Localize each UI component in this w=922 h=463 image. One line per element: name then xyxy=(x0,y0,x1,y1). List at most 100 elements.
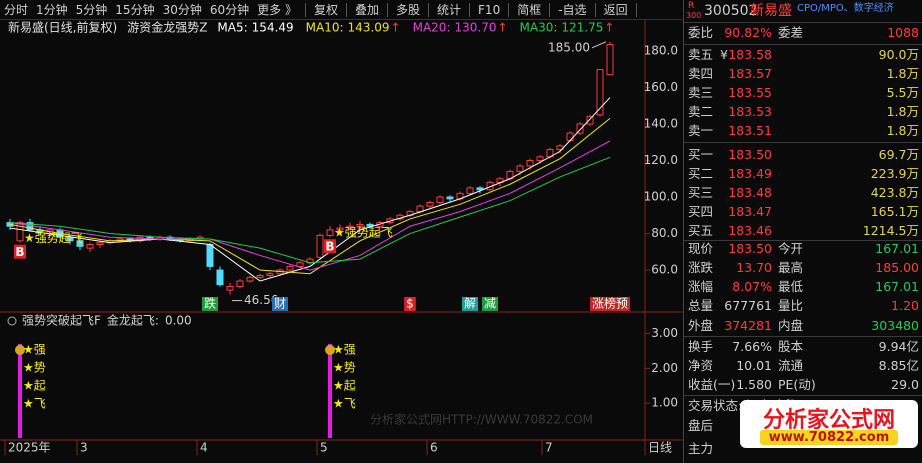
candle-body xyxy=(586,116,594,125)
x-tick-label: 4 xyxy=(200,441,208,455)
quote-cell: 量比 xyxy=(778,298,804,313)
toolbar-button[interactable]: 简框 xyxy=(517,3,542,17)
quote-cell: 183.46 xyxy=(728,223,772,238)
quote-cell: 183.51 xyxy=(728,123,772,138)
quote-cell: 内盘 xyxy=(778,318,804,333)
candle-body xyxy=(536,156,544,162)
quote-cell: 外盘 xyxy=(688,318,714,333)
candle-body xyxy=(206,243,214,267)
indicator-header: 金龙起飞: xyxy=(107,313,159,328)
chart-header: MA30: xyxy=(520,21,558,35)
signal-label: B xyxy=(325,240,334,254)
quote-cell: 183.53 xyxy=(728,104,772,119)
toolbar-button[interactable]: 15分钟 xyxy=(115,3,155,17)
ma-line xyxy=(9,156,611,264)
toolbar-button[interactable]: 1分钟 xyxy=(36,3,68,17)
quote-cell: PE(动) xyxy=(778,377,816,392)
logo: 分析家公式网 www.70822.com xyxy=(740,400,918,448)
signal-word: ★强 xyxy=(333,342,356,356)
y-tick-label: 160.0 xyxy=(644,80,678,94)
quote-cell: 90.82% xyxy=(724,25,772,40)
quote-cell: 10.01 xyxy=(736,358,772,373)
toolbar-button[interactable]: 返回 xyxy=(603,3,628,17)
candle-body xyxy=(356,223,364,227)
x-tick-label: 2025年 xyxy=(8,441,51,455)
quote-cell: 总量 xyxy=(688,298,714,313)
quote-cell: 涨跌 xyxy=(688,260,714,275)
divider xyxy=(684,142,922,143)
quote-cell: 1088 xyxy=(887,25,919,40)
chart-header: 143.09 xyxy=(348,21,390,35)
toolbar-button[interactable]: -自选 xyxy=(558,3,587,17)
divider xyxy=(684,395,922,396)
toolbar-button[interactable]: 叠加 xyxy=(354,3,379,17)
toolbar-button[interactable]: 统计 xyxy=(437,3,462,17)
chart-header: 130.70 xyxy=(454,21,496,35)
candle-body xyxy=(606,44,614,76)
quote-cell: 主力 xyxy=(688,441,714,456)
toolbar-button[interactable]: 5分钟 xyxy=(75,3,108,17)
quote-cell: 委差 xyxy=(778,25,804,40)
quote-cell: 1.8万 xyxy=(886,104,919,119)
event-badge xyxy=(271,297,289,311)
event-badge xyxy=(481,297,499,311)
quote-cell: ¥ xyxy=(720,47,728,62)
candle-body xyxy=(326,229,334,236)
event-marker: 财 xyxy=(274,297,286,311)
toolbar-button[interactable]: 复权 xyxy=(313,3,338,17)
candle-body xyxy=(336,227,344,231)
chart-header: 154.49 xyxy=(252,21,294,35)
toolbar-button[interactable]: 30分钟 xyxy=(162,3,202,17)
annotation-arrow xyxy=(591,41,607,49)
chart-header: 游资金龙强势Z xyxy=(127,20,207,35)
quote-cell: 买五 xyxy=(688,223,714,238)
toolbar-button[interactable]: F10 xyxy=(478,2,501,17)
quote-cell: 1.20 xyxy=(891,298,919,313)
chart-header: ↑ xyxy=(497,21,507,35)
quote-cell: 委比 xyxy=(688,25,714,40)
quote-cell: 卖三 xyxy=(688,85,714,100)
toolbar-button[interactable]: 多股 xyxy=(396,3,421,17)
ma-line xyxy=(9,117,611,275)
candle-body xyxy=(426,202,434,207)
candle-body xyxy=(226,285,234,291)
event-marker: 解 xyxy=(464,297,476,311)
quote-cell: 29.0 xyxy=(891,377,919,392)
quote-cell: 8.07% xyxy=(732,279,772,294)
signal-text: ★强势起飞 xyxy=(24,231,83,245)
quote-cell: 股本 xyxy=(778,339,804,354)
quote-cell: 374281 xyxy=(724,318,772,333)
quote-cell: 165.1万 xyxy=(870,204,919,219)
quote-cell: 1.580 xyxy=(736,377,772,392)
quote-cell: 183.50 xyxy=(728,147,772,162)
chart: 分析家公式网HTTP://WWW.70822.COM 新易盛(日线,前复权) 游资金… xyxy=(0,20,683,455)
quote-cell: 183.48 xyxy=(728,185,772,200)
candle-body xyxy=(516,165,524,172)
toolbar-button[interactable]: 分时 xyxy=(4,3,29,17)
quote-cell: 423.8万 xyxy=(870,185,919,200)
high-annotation: 185.00 xyxy=(548,40,590,54)
quote-cell: 223.9万 xyxy=(870,166,919,181)
candle-body xyxy=(596,69,604,116)
event-badge xyxy=(589,297,631,311)
toolbar-button[interactable]: 60分钟 xyxy=(209,3,250,17)
candle-body xyxy=(296,262,304,267)
y-tick-label: 60.0 xyxy=(651,263,678,277)
signal-icon xyxy=(15,344,25,355)
separator xyxy=(469,2,471,17)
y-tick-label: 120.0 xyxy=(644,153,678,167)
quote-cell: 卖四 xyxy=(688,66,714,81)
signal-text: ★强势起飞 xyxy=(334,226,393,240)
toolbar-button[interactable]: 更多 》 xyxy=(257,3,297,17)
candle-body xyxy=(436,196,444,204)
quote-cell: 183.49 xyxy=(728,166,772,181)
signal-badge xyxy=(14,244,26,259)
separator xyxy=(428,2,430,17)
divider xyxy=(684,240,922,241)
chart-header: MA10: xyxy=(306,21,344,35)
candle-body xyxy=(266,273,274,277)
indicator-header: 强势突破起飞F xyxy=(22,313,101,328)
logo-title: 分析家公式网 xyxy=(762,408,895,433)
y-tick-label: 140.0 xyxy=(644,116,678,130)
signal-word: ★飞 xyxy=(333,396,356,410)
